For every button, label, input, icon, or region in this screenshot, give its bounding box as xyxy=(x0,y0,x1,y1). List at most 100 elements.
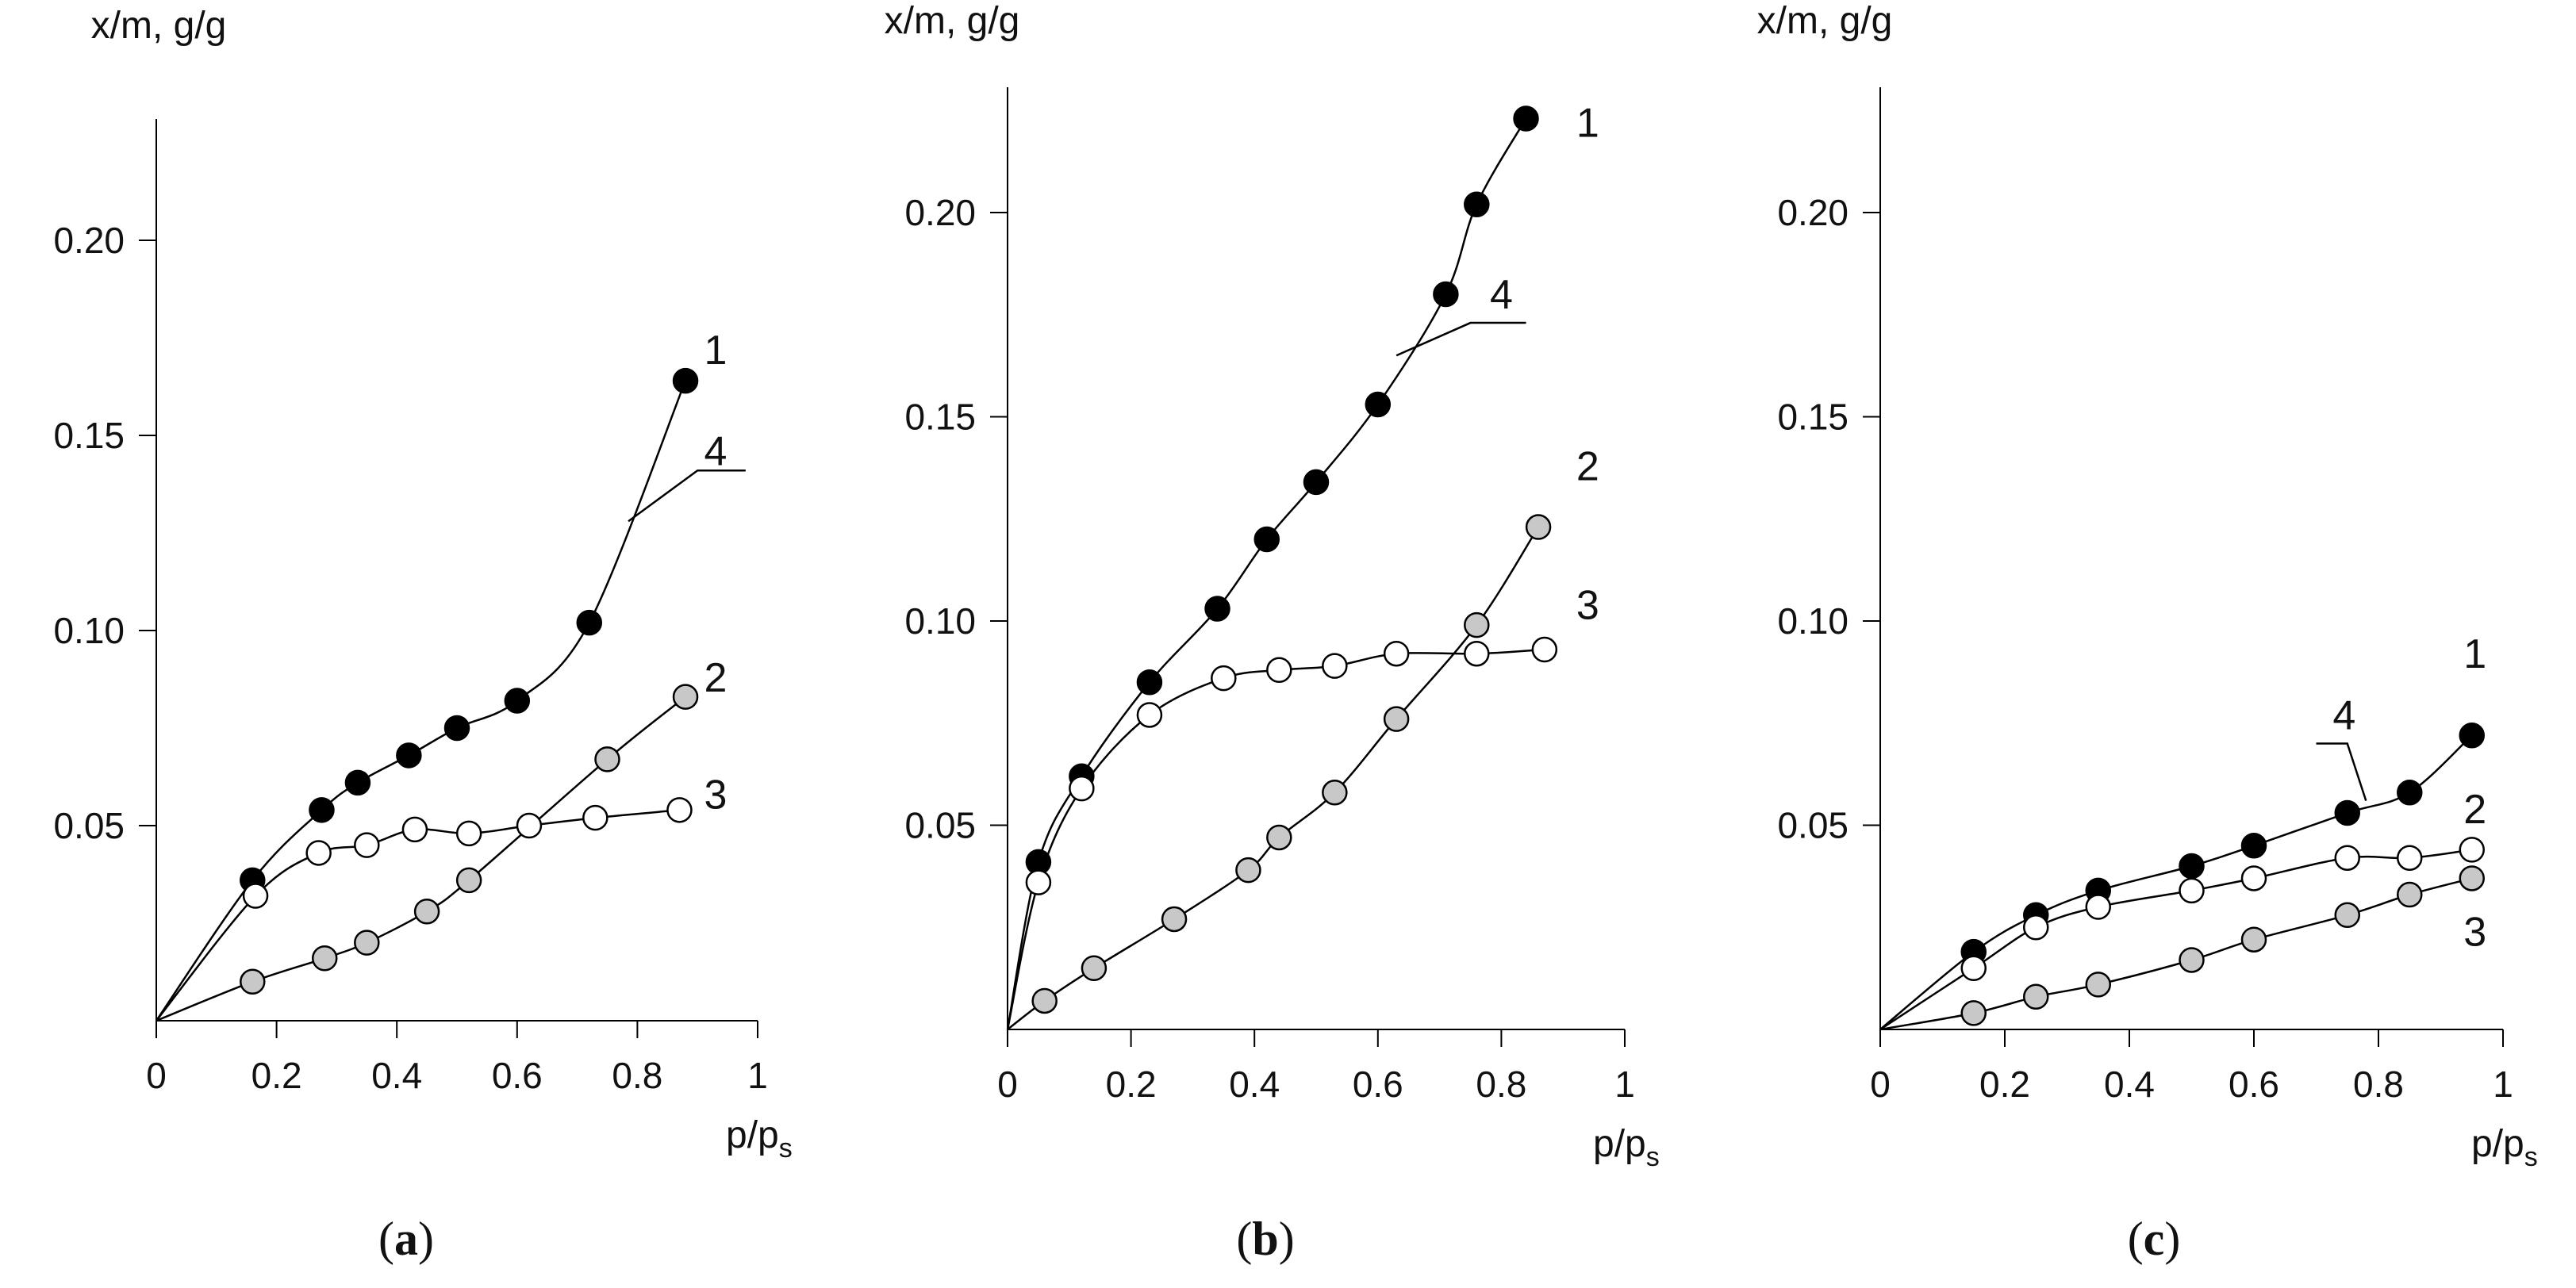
y-tick-label: 0.20 xyxy=(904,192,976,233)
y-tick-label: 0.10 xyxy=(1777,600,1849,642)
curve-label-2: 2 xyxy=(1576,443,1599,489)
series-1-point xyxy=(2334,799,2360,826)
y-tick-label: 0.15 xyxy=(1777,397,1849,438)
series-2-point xyxy=(594,746,620,772)
series-2-point xyxy=(311,945,338,972)
curve-label-3: 3 xyxy=(2463,909,2486,955)
series-1-point xyxy=(1136,669,1163,696)
series-1-point xyxy=(1253,526,1280,553)
x-tick-label: 0.6 xyxy=(1353,1064,1403,1105)
y-tick-label: 0.20 xyxy=(53,220,125,261)
series-3-point xyxy=(1266,657,1292,684)
series-2-point xyxy=(2179,877,2205,904)
panel-caption: (c) xyxy=(2128,1213,2181,1265)
series-3-point xyxy=(242,883,269,909)
x-tick-label: 1 xyxy=(747,1055,768,1096)
y-tick-label: 0.05 xyxy=(53,805,125,846)
series-3-point xyxy=(666,797,693,823)
x-tick-label: 0.6 xyxy=(2229,1064,2279,1105)
series-3-point xyxy=(455,820,482,847)
x-tick-label: 0.8 xyxy=(1476,1064,1526,1105)
series-2-point xyxy=(2334,845,2360,871)
curve-label-4: 4 xyxy=(704,429,727,475)
series-3-point xyxy=(1136,702,1163,728)
y-axis-title: x/m, g/g xyxy=(885,0,1020,42)
series-2-point xyxy=(672,684,699,710)
series-1-point xyxy=(2240,833,2267,859)
x-tick-label: 0.4 xyxy=(2104,1064,2155,1105)
curve-label-1: 1 xyxy=(1576,101,1599,147)
series-2-point xyxy=(2023,914,2049,941)
series-2-point xyxy=(1266,824,1292,851)
caption-close-paren: ) xyxy=(418,1213,434,1265)
caption-open-paren: ( xyxy=(2128,1213,2144,1265)
series-1-point xyxy=(344,769,371,796)
series-3-point xyxy=(1960,1000,1987,1026)
series-1-point xyxy=(576,609,603,636)
series-3-point xyxy=(1069,775,1095,802)
series-3-point xyxy=(2397,881,2423,908)
y-tick-label: 0.15 xyxy=(904,397,976,438)
series-3-point xyxy=(1531,636,1558,663)
curve-label-2: 2 xyxy=(2463,787,2486,833)
curve-label-2: 2 xyxy=(704,655,727,701)
series-2-point xyxy=(1031,987,1058,1014)
x-tick-label: 0.8 xyxy=(612,1055,662,1096)
series-3-point xyxy=(401,816,428,843)
series-3-point xyxy=(2459,865,2485,891)
series-2-point xyxy=(2459,837,2485,863)
series-3-point xyxy=(516,812,543,839)
series-3-point xyxy=(2334,902,2360,929)
panel-caption: (a) xyxy=(378,1213,434,1265)
y-tick-label: 0.20 xyxy=(1777,192,1849,233)
y-tick-label: 0.05 xyxy=(904,805,976,846)
y-axis-title: x/m, g/g xyxy=(91,5,227,47)
panel-a: 0 0.2 0.4 0.6 0.8 10.050.100.150.20x/m, g/gp/… xyxy=(53,5,792,1265)
y-tick-label: 0.10 xyxy=(904,600,976,642)
caption-letter: b xyxy=(1252,1213,1278,1265)
series-1-point xyxy=(672,367,699,394)
curve-label-4: 4 xyxy=(1490,272,1513,318)
y-axis-title: x/m, g/g xyxy=(1757,0,1893,42)
series-1-point xyxy=(1513,105,1539,132)
series-3-point xyxy=(1211,665,1237,692)
curve-label-4: 4 xyxy=(2332,692,2355,738)
series-1-point xyxy=(1464,191,1490,217)
series-2-point xyxy=(1960,955,1987,981)
x-axis-title-subscript: s xyxy=(1646,1142,1660,1172)
curve-label-1: 1 xyxy=(2463,631,2486,677)
curve-4-leader-line xyxy=(1395,321,1526,357)
series-2-point xyxy=(1081,955,1108,981)
series-2-point xyxy=(413,898,440,925)
series-1-point xyxy=(396,742,422,769)
curve-4-leader-line xyxy=(628,470,746,523)
x-tick-label: 0 xyxy=(1870,1064,1891,1105)
panels: 0 0.2 0.4 0.6 0.8 10.050.100.150.20x/m, g/gp/… xyxy=(53,0,2537,1265)
series-1-point xyxy=(504,688,531,714)
panel-caption: (b) xyxy=(1236,1213,1294,1265)
series-3-point xyxy=(2179,947,2205,973)
x-tick-label: 0.4 xyxy=(1229,1064,1280,1105)
series-2-point xyxy=(455,867,482,894)
panel-c: 0 0.2 0.4 0.6 0.8 10.050.100.150.20x/m, g/gp/… xyxy=(1757,0,2538,1265)
series-1-point xyxy=(1433,281,1459,308)
x-tick-label: 0 xyxy=(997,1064,1018,1105)
x-tick-label: 0.2 xyxy=(1979,1064,2030,1105)
series-1-point xyxy=(2179,853,2205,880)
series-3-point xyxy=(354,832,380,858)
y-tick-label: 0.05 xyxy=(1777,805,1849,846)
series-1-point xyxy=(2459,722,2485,749)
series-2-point xyxy=(1235,857,1261,884)
series-2-point xyxy=(1383,706,1410,732)
x-axis-title-subscript: s xyxy=(2524,1142,2538,1172)
series-3-point xyxy=(2023,983,2049,1010)
series-2-point xyxy=(1161,906,1188,933)
caption-close-paren: ) xyxy=(1279,1213,1295,1265)
caption-letter: c xyxy=(2144,1213,2165,1265)
series-1-point xyxy=(1204,596,1230,622)
series-1-point xyxy=(309,797,335,823)
series-3-point xyxy=(1322,653,1348,679)
x-tick-label: 0.8 xyxy=(2353,1064,2404,1105)
series-2-point xyxy=(1322,780,1348,806)
